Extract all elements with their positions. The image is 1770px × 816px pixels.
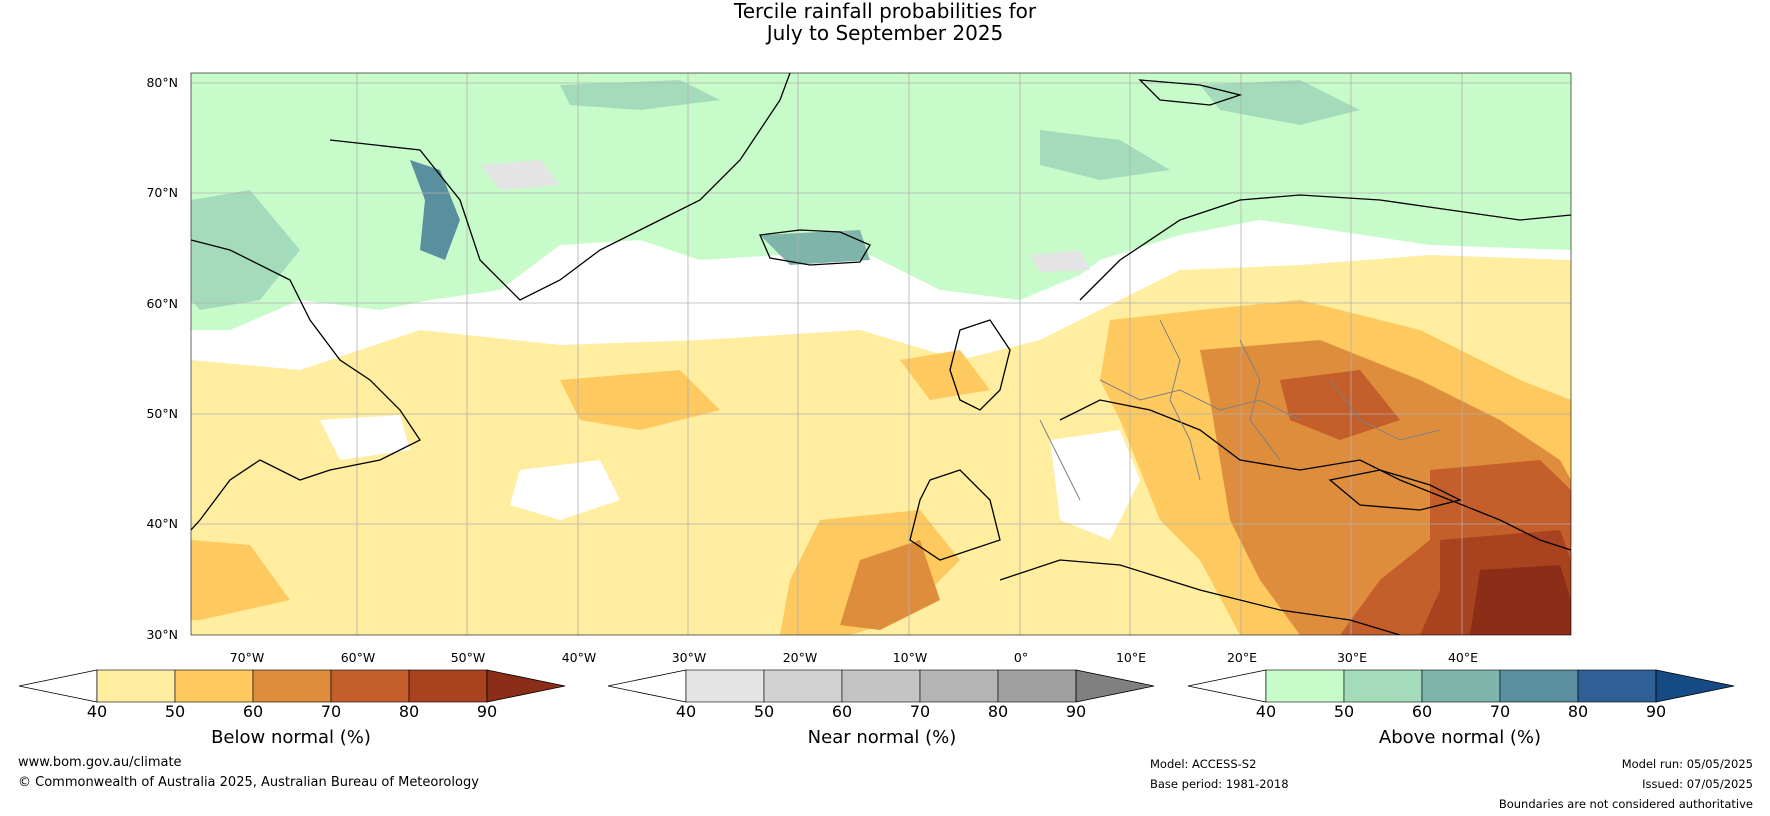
near-normal-region-3	[1030, 250, 1090, 272]
lon-label-60w: 60°W	[340, 650, 376, 665]
above-tick-50: 50	[1333, 702, 1355, 721]
near-colorbar-segment	[841, 669, 921, 703]
below-colorbar-extend-high	[486, 669, 566, 703]
below-tick-70: 70	[320, 702, 342, 721]
above-legend-title: Above normal (%)	[1378, 727, 1542, 748]
footer-model: Model: ACCESS-S2	[1150, 757, 1257, 771]
lat-label-70n: 70°N	[146, 185, 178, 200]
above-colorbar-segment	[1577, 669, 1657, 703]
above-colorbar-segment	[1265, 669, 1345, 703]
above-tick-80: 80	[1567, 702, 1589, 721]
below-legend-title: Below normal (%)	[211, 727, 371, 748]
below-colorbar-segment	[96, 669, 176, 703]
above-tick-70: 70	[1489, 702, 1511, 721]
below-colorbar-segment	[174, 669, 254, 703]
lon-label-20w: 20°W	[782, 650, 818, 665]
lat-label-40n: 40°N	[146, 516, 178, 531]
near-legend-title: Near normal (%)	[807, 727, 957, 748]
neutral-region-2	[510, 460, 620, 520]
near-colorbar-segment	[997, 669, 1077, 703]
lat-label-80n: 80°N	[146, 75, 178, 90]
near-colorbar-segment	[919, 669, 999, 703]
below-colorbar-extend-low	[18, 669, 98, 703]
near-normal-region-1	[480, 160, 560, 190]
colorbar-above-normal	[1187, 669, 1735, 703]
lon-label-40e: 40°E	[1447, 650, 1479, 665]
lon-label-20e: 20°E	[1226, 650, 1258, 665]
near-tick-90: 90	[1065, 702, 1087, 721]
above-tick-60: 60	[1411, 702, 1433, 721]
above-normal-region-ice	[410, 160, 460, 260]
footer-copyright: © Commonwealth of Australia 2025, Austra…	[18, 775, 479, 790]
below-tick-90: 90	[476, 702, 498, 721]
neutral-region-1	[1050, 430, 1140, 540]
lon-label-50w: 50°W	[450, 650, 486, 665]
above-colorbar-extend-high	[1655, 669, 1735, 703]
near-colorbar-extend-high	[1075, 669, 1155, 703]
near-colorbar-segment	[685, 669, 765, 703]
below-normal-region-90	[1470, 565, 1571, 635]
above-colorbar-segment	[1421, 669, 1501, 703]
colorbar-below-normal	[18, 669, 566, 703]
above-colorbar-segment	[1343, 669, 1423, 703]
coastlines	[191, 73, 1571, 635]
above-normal-region-svalbard	[1040, 130, 1170, 180]
neutral-region-3	[320, 415, 410, 460]
near-tick-60: 60	[831, 702, 853, 721]
above-normal-region-greenland	[560, 80, 720, 110]
lon-label-40w: 40°W	[561, 650, 597, 665]
above-normal-region-barents	[1200, 80, 1360, 125]
map-field	[191, 73, 1571, 635]
below-colorbar-segment	[408, 669, 488, 703]
lon-label-30w: 30°W	[671, 650, 707, 665]
below-tick-50: 50	[164, 702, 186, 721]
near-colorbar-extend-low	[607, 669, 687, 703]
borders	[1039, 319, 1441, 501]
above-normal-region-north	[191, 73, 1571, 330]
below-tick-80: 80	[398, 702, 420, 721]
near-tick-40: 40	[675, 702, 697, 721]
above-colorbar-segment	[1499, 669, 1579, 703]
chart-title-line1: Tercile rainfall probabilities for	[733, 0, 1037, 23]
chart-title-line2: July to September 2025	[766, 21, 1004, 45]
lon-label-30e: 30°E	[1336, 650, 1368, 665]
lat-label-60n: 60°N	[146, 296, 178, 311]
above-tick-40: 40	[1255, 702, 1277, 721]
above-normal-region-iceland	[760, 230, 870, 265]
footer-website: www.bom.gov.au/climate	[18, 755, 182, 770]
lon-label-10e: 10°E	[1115, 650, 1147, 665]
graticule	[191, 73, 1571, 635]
lon-label-70w: 70°W	[229, 650, 265, 665]
above-colorbar-extend-low	[1187, 669, 1267, 703]
lat-label-30n: 30°N	[146, 627, 178, 642]
lon-label-10w: 10°W	[892, 650, 928, 665]
footer-disclaimer: Boundaries are not considered authoritat…	[1498, 797, 1753, 811]
near-tick-80: 80	[987, 702, 1009, 721]
below-colorbar-segment	[330, 669, 410, 703]
lat-label-50n: 50°N	[146, 406, 178, 421]
footer-issued: Issued: 07/05/2025	[1642, 777, 1753, 791]
footer-base-period: Base period: 1981-2018	[1150, 777, 1289, 791]
below-tick-40: 40	[86, 702, 108, 721]
near-tick-50: 50	[753, 702, 775, 721]
above-tick-90: 90	[1645, 702, 1667, 721]
footer-model-run: Model run: 05/05/2025	[1621, 757, 1753, 771]
near-colorbar-segment	[763, 669, 843, 703]
near-tick-70: 70	[909, 702, 931, 721]
below-tick-60: 60	[242, 702, 264, 721]
above-normal-region-baffin	[191, 190, 300, 310]
lon-label-0: 0°	[1013, 650, 1029, 665]
map-frame	[190, 72, 1572, 636]
colorbar-near-normal	[607, 669, 1155, 703]
below-colorbar-segment	[252, 669, 332, 703]
